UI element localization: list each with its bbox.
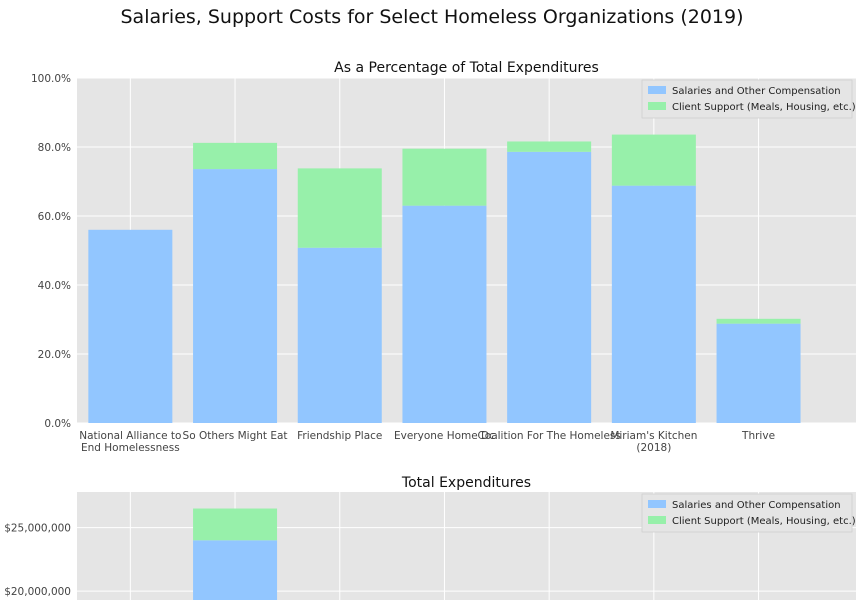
x-tick-label: So Others Might Eat [183, 430, 288, 442]
chart-1: 0.0% 20.0% 40.0% 60.0% 80.0% 100.0% National A… [31, 60, 856, 454]
legend-swatch [648, 500, 666, 508]
bar-client-support-4 [402, 148, 487, 206]
legend-box [641, 79, 853, 119]
bar-client-support-6 [611, 134, 696, 186]
y-tick-label: 100.0% [31, 73, 71, 85]
bar-salaries-2 [193, 540, 278, 600]
figure-title: Salaries, Support Costs for Select Homel… [120, 6, 744, 28]
x-tick-label: Coalition For The Homeless [477, 430, 620, 442]
y-tick-label: 40.0% [38, 280, 71, 292]
x-tick-label: End Homelessness [81, 442, 180, 454]
legend-swatch [648, 102, 666, 110]
bar-salaries-1 [88, 229, 173, 423]
bar-salaries-2 [193, 169, 278, 423]
bar-client-support-2 [193, 142, 278, 170]
x-tick-label: Friendship Place [297, 430, 382, 442]
chart-2: $20,000,000 $25,000,000 Total Expenditures… [4, 475, 856, 600]
y-tick-label: 80.0% [38, 142, 71, 154]
x-tick-label: Miriam's Kitchen [610, 430, 697, 442]
x-tick-label: Everyone Home Dc [394, 430, 495, 442]
bar-client-support-2 [193, 508, 278, 541]
y-tick-label: 0.0% [44, 418, 71, 430]
legend-label: Salaries and Other Compensation [672, 86, 841, 97]
bar-client-support-5 [507, 141, 592, 152]
legend-label: Client Support (Meals, Housing, etc.) [672, 516, 856, 527]
legend: Salaries and Other Compensation Client Su… [641, 493, 856, 533]
bar-salaries-3 [297, 247, 382, 423]
subplot-title: As a Percentage of Total Expenditures [334, 60, 599, 76]
bar-client-support-3 [297, 168, 382, 248]
bar-client-support-7 [716, 318, 801, 324]
legend: Salaries and Other Compensation Client Su… [641, 79, 856, 119]
legend-swatch [648, 516, 666, 524]
bar-salaries-6 [611, 185, 696, 423]
y-tick-label: $20,000,000 [4, 586, 71, 598]
x-tick-label: (2018) [636, 442, 671, 454]
legend-label: Salaries and Other Compensation [672, 500, 841, 511]
bar-salaries-4 [402, 205, 487, 423]
subplot-title: Total Expenditures [401, 475, 531, 491]
bar-salaries-7 [716, 323, 801, 423]
x-tick-label: Thrive [741, 430, 775, 442]
y-tick-label: 60.0% [38, 211, 71, 223]
legend-swatch [648, 86, 666, 94]
bar-salaries-5 [507, 151, 592, 423]
legend-box [641, 493, 853, 533]
legend-label: Client Support (Meals, Housing, etc.) [672, 102, 856, 113]
x-tick-label: National Alliance to [79, 430, 181, 442]
y-tick-label: $25,000,000 [4, 523, 71, 535]
y-tick-label: 20.0% [38, 349, 71, 361]
